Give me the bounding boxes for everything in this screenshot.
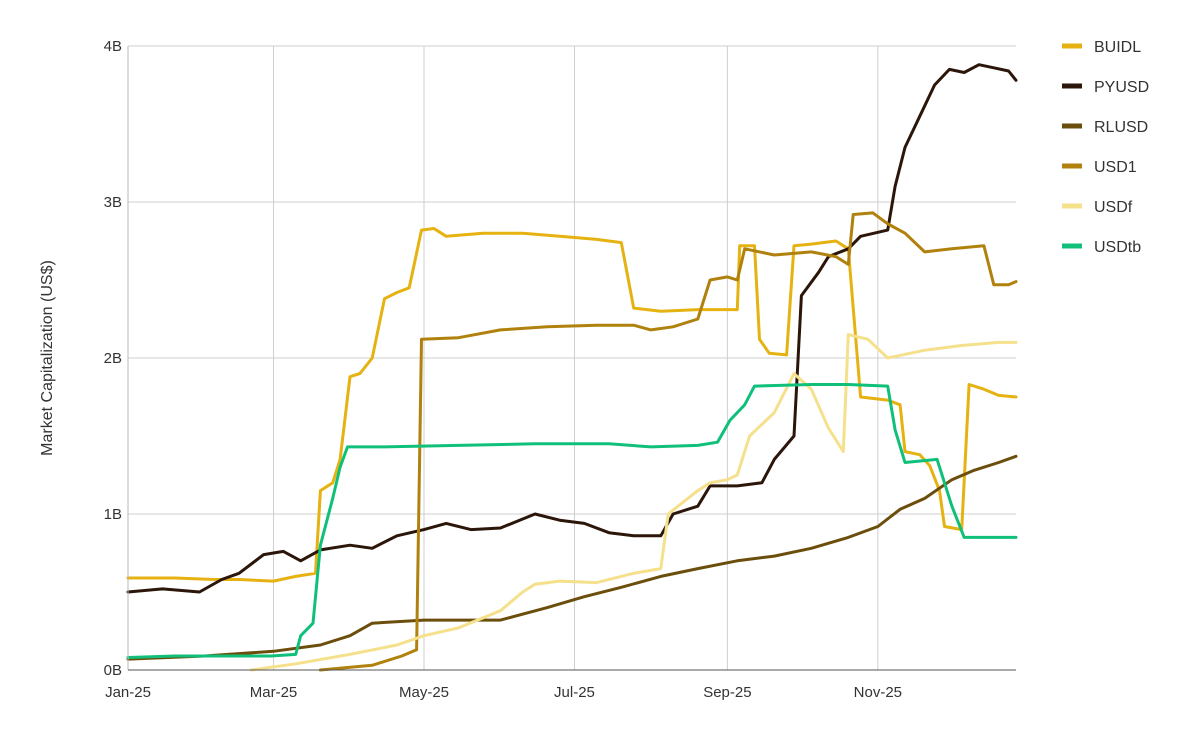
series-lines [126,63,1018,672]
y-axis-title: Market Capitalization (US$) [39,260,56,456]
x-tick-label: Jan-25 [105,684,151,701]
x-tick-label: Sep-25 [703,684,751,701]
legend-label-usd1: USD1 [1094,159,1137,176]
series-line-usd1 [318,211,1018,672]
axes: 0B 1B 2B 3B 4B Jan-25 Mar-25 May-25 Jul-25 Sep-25… [104,38,1016,701]
series-line-usdf [249,333,1018,672]
y-tick-label: 0B [104,662,122,679]
legend-label-usdf: USDf [1094,199,1133,216]
series-line-buidl [126,227,1018,583]
y-tick-label: 2B [104,350,122,367]
y-tick-label: 3B [104,194,122,211]
x-tick-label: Jul-25 [554,684,595,701]
legend-label-rlusd: RLUSD [1094,119,1148,136]
legend-label-pyusd: PYUSD [1094,79,1149,96]
legend: BUIDL PYUSD RLUSD USD1 USDf USDtb [1062,39,1149,256]
legend-label-usdtb: USDtb [1094,239,1141,256]
gridlines [127,45,1016,671]
x-tick-label: May-25 [399,684,449,701]
series-line-usdtb [126,383,1018,659]
legend-label-buidl: BUIDL [1094,39,1141,56]
x-tick-label: Nov-25 [854,684,902,701]
series-line-rlusd [126,454,1018,661]
y-tick-label: 4B [104,38,122,55]
x-tick-label: Mar-25 [250,684,298,701]
series-line-pyusd [126,63,1018,594]
y-tick-label: 1B [104,506,122,523]
